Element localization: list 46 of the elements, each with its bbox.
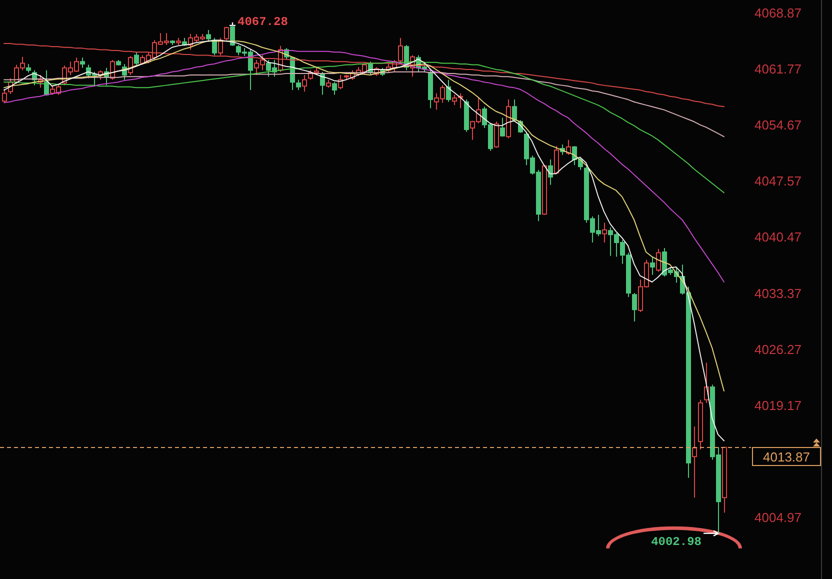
candlestick <box>494 121 499 148</box>
y-tick-label: 4047.57 <box>754 174 802 189</box>
candlestick <box>698 399 703 450</box>
y-tick-label: 4004.97 <box>754 510 802 526</box>
candlestick <box>512 99 517 121</box>
candlestick <box>656 248 661 272</box>
candlestick <box>542 165 547 216</box>
candlestick <box>332 82 337 96</box>
candlestick <box>296 79 301 91</box>
candlestick <box>506 99 511 139</box>
candlestick <box>320 71 325 96</box>
candlestick <box>632 292 637 322</box>
candlestick <box>500 117 505 138</box>
candlestick <box>176 37 181 46</box>
line-series <box>4 50 724 282</box>
annotation: 4067.28 <box>238 14 288 29</box>
candlestick <box>80 57 85 68</box>
y-tick-label: 4054.67 <box>754 118 802 133</box>
candlestick <box>692 426 697 498</box>
y-tick-label: 4026.27 <box>754 342 802 357</box>
candlestick <box>26 63 31 74</box>
y-tick-label: 4019.17 <box>754 398 802 413</box>
candlestick <box>446 79 451 102</box>
candlestick <box>302 74 307 92</box>
candlestick <box>116 60 121 66</box>
candlestick <box>722 446 727 514</box>
annotation: 4002.98 <box>651 534 702 549</box>
candlestick <box>212 37 217 56</box>
ref-line-label: 4013.87 <box>763 450 810 464</box>
candlestick <box>134 52 139 66</box>
candlestick <box>554 146 559 174</box>
line-series <box>4 61 724 194</box>
y-tick-label: 4068.87 <box>754 5 802 20</box>
y-tick-label: 4061.77 <box>754 61 802 76</box>
candlestick <box>224 26 229 41</box>
y-tick-label: 4040.47 <box>754 230 802 245</box>
candlestick <box>464 99 469 132</box>
candlestick <box>170 40 175 46</box>
candlestick <box>428 70 433 109</box>
candlestick <box>602 222 607 243</box>
candlestick <box>548 159 553 186</box>
line-series <box>4 71 724 138</box>
y-tick-label: 4033.37 <box>754 286 802 301</box>
candlestick <box>206 30 211 42</box>
candlestick <box>326 79 331 88</box>
candlestick <box>650 257 655 276</box>
